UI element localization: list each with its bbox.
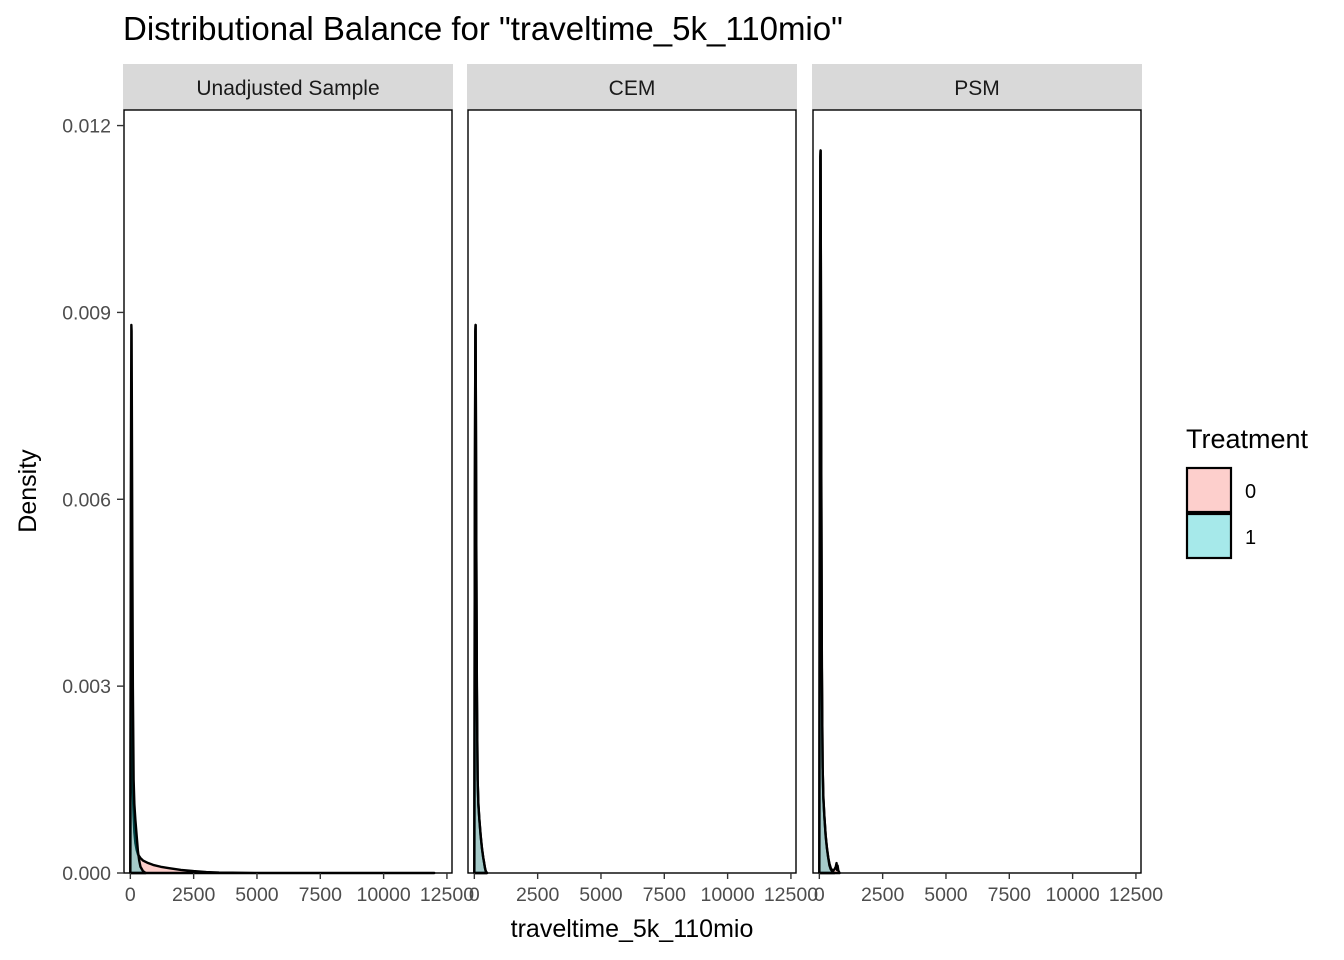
- x-tick-label: 2500: [172, 884, 216, 906]
- x-tick-label: 2500: [861, 884, 905, 906]
- y-axis: 0.000 0.003 0.006 0.009 0.012: [62, 116, 124, 885]
- x-tick-label: 10000: [356, 884, 410, 906]
- strip-label: Unadjusted Sample: [196, 77, 379, 100]
- x-tick-label: 10000: [700, 884, 754, 906]
- panels: Unadjusted Sample 0 2500 5000 7500 10000 12500…: [123, 64, 1163, 906]
- x-axis-title: traveltime_5k_110mio: [511, 915, 754, 943]
- y-tick-label: 0.003: [62, 676, 111, 698]
- x-tick-label: 0: [125, 884, 136, 906]
- legend-key-0: [1185, 466, 1233, 514]
- panel-3: PSM 0 2500 5000 7500 10000 12500: [812, 64, 1163, 906]
- legend: Treatment 0 1: [1185, 424, 1309, 560]
- y-tick-label: 0.009: [62, 302, 111, 324]
- x-tick-label: 2500: [516, 884, 560, 906]
- panel-border: [467, 109, 797, 874]
- strip-label: PSM: [954, 77, 1000, 100]
- strip-background: [467, 64, 797, 110]
- x-tick-label: 10000: [1045, 884, 1099, 906]
- x-tick-label: 5000: [924, 884, 968, 906]
- legend-key-1: [1185, 512, 1233, 560]
- legend-label-0: 0: [1245, 481, 1256, 503]
- density-area-1: [473, 323, 489, 875]
- panel-2: CEM 0 2500 5000 7500 10000 12500: [467, 64, 818, 906]
- x-tick-label: 12500: [420, 884, 474, 906]
- x-tick-label: 12500: [764, 884, 818, 906]
- y-tick-label: 0.000: [62, 863, 111, 885]
- x-tick-label: 5000: [579, 884, 623, 906]
- panel-border: [123, 109, 453, 874]
- strip-background: [123, 64, 453, 110]
- y-tick-label: 0.012: [62, 116, 111, 138]
- chart-title: Distributional Balance for "traveltime_5…: [123, 10, 843, 47]
- strip-label: CEM: [609, 77, 656, 100]
- x-tick-label: 7500: [643, 884, 687, 906]
- legend-label-1: 1: [1245, 527, 1256, 549]
- density-area-0: [129, 572, 436, 875]
- x-tick-label: 5000: [235, 884, 279, 906]
- density-area-1: [129, 323, 147, 875]
- x-tick-label: 7500: [988, 884, 1032, 906]
- legend-title: Treatment: [1186, 424, 1309, 454]
- density-area-1: [818, 149, 836, 875]
- x-tick-label: 7500: [299, 884, 343, 906]
- x-tick-label: 12500: [1109, 884, 1163, 906]
- x-tick-label: 0: [469, 884, 480, 906]
- strip-background: [812, 64, 1142, 110]
- panel-border: [812, 109, 1142, 874]
- x-tick-label: 0: [814, 884, 825, 906]
- y-axis-title: Density: [14, 449, 42, 533]
- y-tick-label: 0.006: [62, 489, 111, 511]
- panel-1: Unadjusted Sample 0 2500 5000 7500 10000 12500: [123, 64, 474, 906]
